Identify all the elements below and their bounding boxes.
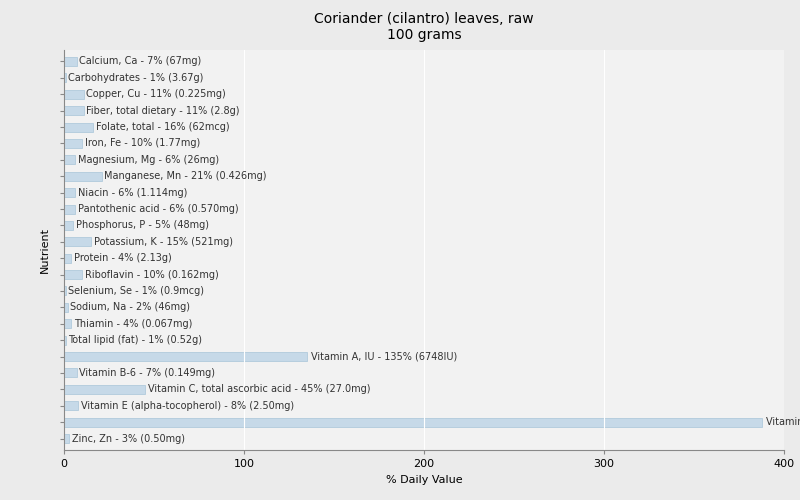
Bar: [64, 172, 102, 180]
X-axis label: % Daily Value: % Daily Value: [386, 474, 462, 484]
Text: Zinc, Zn - 3% (0.50mg): Zinc, Zn - 3% (0.50mg): [72, 434, 185, 444]
Text: Carbohydrates - 1% (3.67g): Carbohydrates - 1% (3.67g): [69, 73, 204, 83]
Text: Thiamin - 4% (0.067mg): Thiamin - 4% (0.067mg): [74, 319, 192, 329]
Bar: [64, 401, 78, 410]
Bar: [64, 336, 66, 344]
Bar: [64, 434, 70, 443]
Bar: [64, 286, 66, 296]
Bar: [64, 303, 67, 312]
Text: Copper, Cu - 11% (0.225mg): Copper, Cu - 11% (0.225mg): [86, 90, 226, 100]
Text: Riboflavin - 10% (0.162mg): Riboflavin - 10% (0.162mg): [85, 270, 218, 280]
Title: Coriander (cilantro) leaves, raw
100 grams: Coriander (cilantro) leaves, raw 100 gra…: [314, 12, 534, 42]
Bar: [64, 270, 82, 279]
Y-axis label: Nutrient: Nutrient: [39, 227, 50, 273]
Text: Selenium, Se - 1% (0.9mcg): Selenium, Se - 1% (0.9mcg): [69, 286, 205, 296]
Bar: [64, 368, 77, 378]
Text: Protein - 4% (2.13g): Protein - 4% (2.13g): [74, 253, 172, 263]
Text: Vitamin E (alpha-tocopherol) - 8% (2.50mg): Vitamin E (alpha-tocopherol) - 8% (2.50m…: [81, 400, 294, 410]
Bar: [64, 74, 66, 82]
Text: Potassium, K - 15% (521mg): Potassium, K - 15% (521mg): [94, 237, 233, 247]
Text: Pantothenic acid - 6% (0.570mg): Pantothenic acid - 6% (0.570mg): [78, 204, 238, 214]
Bar: [64, 254, 71, 262]
Bar: [64, 204, 75, 214]
Text: Folate, total - 16% (62mcg): Folate, total - 16% (62mcg): [95, 122, 229, 132]
Text: Sodium, Na - 2% (46mg): Sodium, Na - 2% (46mg): [70, 302, 190, 312]
Text: Vitamin C, total ascorbic acid - 45% (27.0mg): Vitamin C, total ascorbic acid - 45% (27…: [148, 384, 370, 394]
Text: Fiber, total dietary - 11% (2.8g): Fiber, total dietary - 11% (2.8g): [86, 106, 240, 116]
Text: Vitamin K (phylloquinone) - 388% (310.0mcg): Vitamin K (phylloquinone) - 388% (310.0m…: [766, 417, 800, 427]
Bar: [64, 221, 73, 230]
Text: Manganese, Mn - 21% (0.426mg): Manganese, Mn - 21% (0.426mg): [105, 171, 267, 181]
Text: Total lipid (fat) - 1% (0.52g): Total lipid (fat) - 1% (0.52g): [69, 335, 202, 345]
Text: Phosphorus, P - 5% (48mg): Phosphorus, P - 5% (48mg): [76, 220, 209, 230]
Bar: [64, 122, 93, 132]
Text: Vitamin A, IU - 135% (6748IU): Vitamin A, IU - 135% (6748IU): [310, 352, 457, 362]
Text: Vitamin B-6 - 7% (0.149mg): Vitamin B-6 - 7% (0.149mg): [79, 368, 215, 378]
Bar: [64, 90, 84, 99]
Text: Niacin - 6% (1.114mg): Niacin - 6% (1.114mg): [78, 188, 187, 198]
Text: Calcium, Ca - 7% (67mg): Calcium, Ca - 7% (67mg): [79, 56, 202, 66]
Bar: [64, 188, 75, 197]
Bar: [64, 57, 77, 66]
Bar: [64, 385, 145, 394]
Bar: [64, 139, 82, 148]
Bar: [64, 418, 762, 426]
Bar: [64, 320, 71, 328]
Bar: [64, 156, 75, 164]
Text: Iron, Fe - 10% (1.77mg): Iron, Fe - 10% (1.77mg): [85, 138, 200, 148]
Bar: [64, 352, 307, 361]
Text: Magnesium, Mg - 6% (26mg): Magnesium, Mg - 6% (26mg): [78, 155, 218, 165]
Bar: [64, 238, 91, 246]
Bar: [64, 106, 84, 115]
